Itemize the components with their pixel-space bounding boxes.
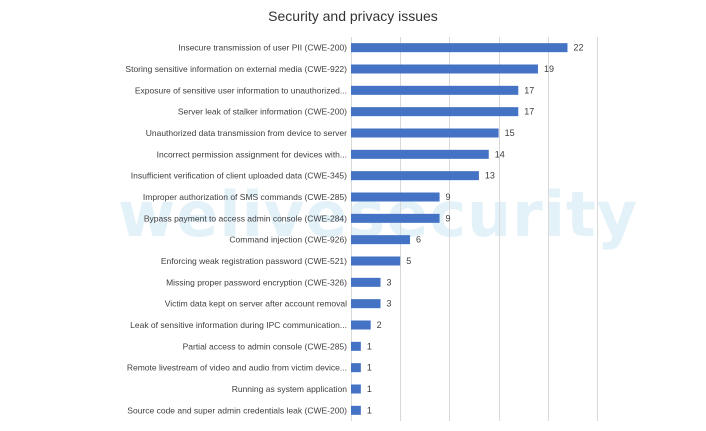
data-label: 1 bbox=[367, 363, 372, 373]
data-label: 14 bbox=[495, 149, 505, 159]
category-label: Partial access to admin console (CWE-285… bbox=[183, 341, 348, 351]
bar bbox=[351, 107, 519, 117]
data-label: 17 bbox=[524, 85, 534, 95]
data-label: 1 bbox=[367, 384, 372, 394]
bar bbox=[351, 128, 499, 138]
category-label: Leak of sensitive information during IPC… bbox=[130, 320, 347, 330]
data-label: 17 bbox=[524, 107, 534, 117]
category-label: Insecure transmission of user PII (CWE-2… bbox=[178, 43, 347, 53]
data-label: 19 bbox=[544, 64, 554, 74]
category-label: Bypass payment to access admin console (… bbox=[144, 213, 347, 223]
bar bbox=[351, 213, 440, 223]
bar bbox=[351, 277, 381, 287]
category-label: Incorrect permission assignment for devi… bbox=[157, 149, 347, 159]
bar bbox=[351, 320, 371, 330]
bar bbox=[351, 363, 361, 373]
category-label: Enforcing weak registration password (CW… bbox=[161, 256, 347, 266]
data-label: 2 bbox=[377, 320, 382, 330]
data-label: 1 bbox=[367, 405, 372, 415]
data-label: 3 bbox=[387, 277, 392, 287]
data-label: 1 bbox=[367, 341, 372, 351]
chart-title: Security and privacy issues bbox=[268, 8, 438, 24]
category-label: Server leak of stalker information (CWE-… bbox=[178, 107, 347, 117]
bar bbox=[351, 341, 361, 351]
category-label: Improper authorization of SMS commands (… bbox=[143, 192, 347, 202]
category-label: Running as system application bbox=[232, 384, 348, 394]
bar bbox=[351, 384, 361, 394]
data-label: 15 bbox=[505, 128, 515, 138]
bar bbox=[351, 256, 401, 266]
data-label: 13 bbox=[485, 171, 495, 181]
data-label: 22 bbox=[573, 43, 583, 53]
category-label: Exposure of sensitive user information t… bbox=[135, 85, 347, 95]
category-label: Source code and super admin credentials … bbox=[127, 405, 347, 415]
category-label: Remote livestream of video and audio fro… bbox=[127, 363, 347, 373]
category-label: Storing sensitive information on externa… bbox=[125, 64, 347, 74]
bar bbox=[351, 43, 568, 53]
category-label: Missing proper password encryption (CWE-… bbox=[166, 277, 347, 287]
category-label: Victim data kept on server after account… bbox=[165, 299, 347, 309]
data-label: 9 bbox=[446, 192, 451, 202]
data-label: 3 bbox=[387, 299, 392, 309]
bar bbox=[351, 171, 479, 181]
bar bbox=[351, 64, 538, 74]
category-label: Command injection (CWE-926) bbox=[229, 235, 347, 245]
bar bbox=[351, 149, 489, 159]
bar bbox=[351, 192, 440, 202]
data-label: 6 bbox=[416, 235, 421, 245]
bar bbox=[351, 85, 519, 95]
bar bbox=[351, 299, 381, 309]
category-label: Insufficient verification of client uplo… bbox=[131, 171, 347, 181]
bar bbox=[351, 405, 361, 415]
bar bbox=[351, 235, 411, 245]
data-label: 9 bbox=[446, 213, 451, 223]
category-label: Unauthorized data transmission from devi… bbox=[146, 128, 347, 138]
data-label: 5 bbox=[406, 256, 411, 266]
